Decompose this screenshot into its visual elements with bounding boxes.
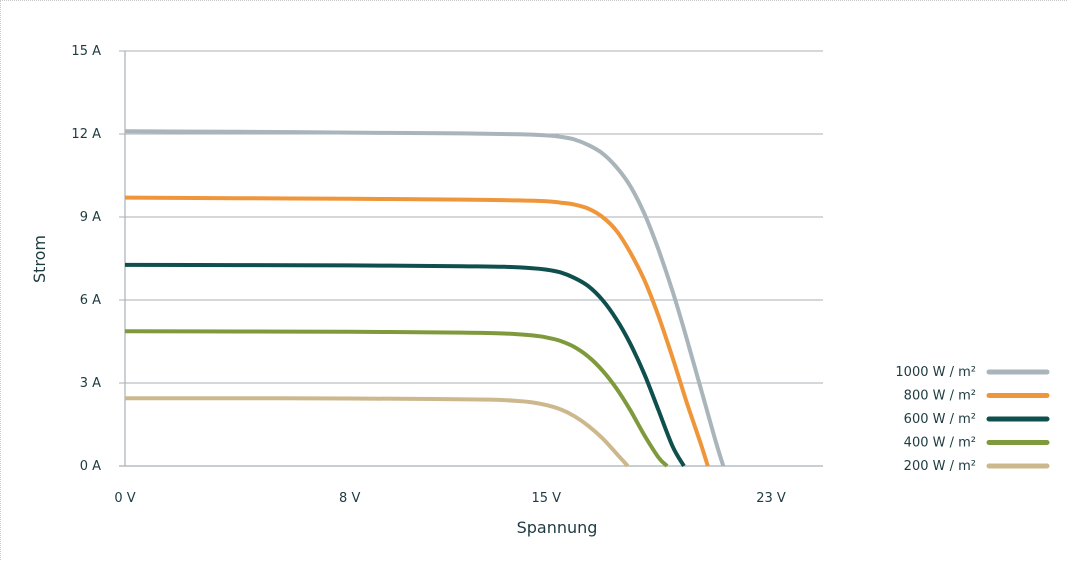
y-tick-label: 9 A	[80, 210, 101, 225]
y-tick-label: 3 A	[80, 376, 101, 391]
x-tick-label: 15 V	[532, 491, 562, 506]
series-lines	[124, 129, 726, 468]
legend-label: 800 W / m²	[904, 389, 976, 404]
series-line-0	[124, 129, 726, 467]
x-tick-label: 23 V	[756, 491, 786, 506]
legend-label: 600 W / m²	[904, 412, 976, 427]
x-tick-label: 8 V	[339, 491, 360, 506]
legend-label: 1000 W / m²	[895, 365, 976, 380]
legend-label: 400 W / m²	[904, 436, 976, 451]
y-axis-title: Strom	[30, 235, 49, 283]
series-line-4	[125, 396, 630, 468]
legend: 1000 W / m² 800 W / m² 600 W / m² 400 W / m…	[895, 365, 1050, 474]
series-line-2	[124, 262, 686, 468]
x-tick-labels: 0 V 8 V 15 V 23 V	[114, 491, 786, 506]
x-tick-label: 0 V	[114, 491, 135, 506]
y-tick-label: 12 A	[71, 127, 101, 142]
series-line-3	[124, 329, 669, 468]
y-tick-label: 6 A	[80, 293, 101, 308]
gridlines	[119, 50, 823, 467]
axes	[119, 51, 823, 467]
y-tick-label: 15 A	[71, 44, 101, 59]
series-line-1	[124, 195, 710, 467]
y-tick-labels: 0 A 3 A 6 A 9 A 12 A 15 A	[71, 44, 101, 474]
y-tick-label: 0 A	[80, 459, 101, 474]
legend-label: 200 W / m²	[904, 459, 976, 474]
x-axis-title: Spannung	[517, 518, 598, 537]
